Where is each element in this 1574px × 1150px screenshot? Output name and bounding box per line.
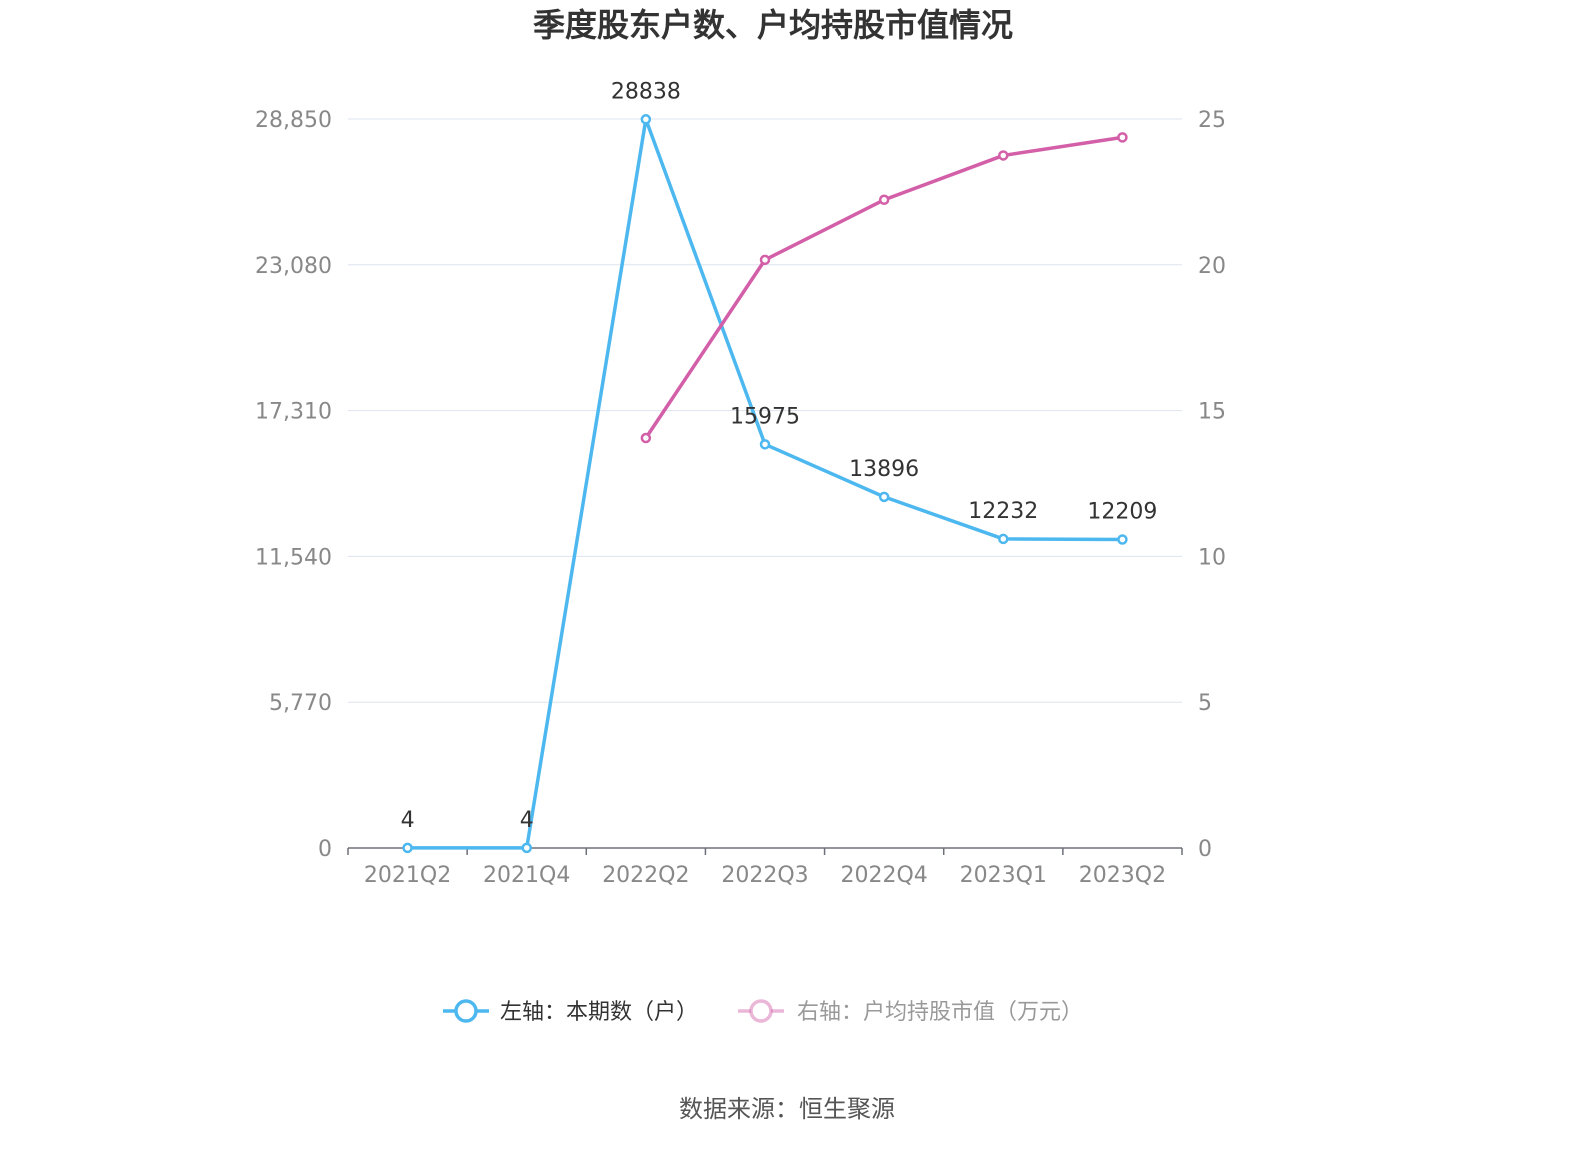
data-point-2[interactable] (1117, 132, 1128, 143)
right-tick-label: 15 (1198, 400, 1226, 425)
legend-item-2[interactable]: 右轴：户均持股市值（万元） (738, 999, 1083, 1025)
right-axis: 0 5 10 15 20 25 (1198, 108, 1226, 862)
right-tick-label: 25 (1198, 108, 1226, 133)
legend-label: 左轴：本期数（户） (500, 1000, 698, 1025)
series-line-1 (407, 117, 1123, 850)
left-axis: 0 5,770 11,540 17,310 23,080 28,850 (255, 108, 332, 862)
x-tick-label: 2021Q2 (364, 863, 451, 888)
data-label: 28838 (611, 79, 681, 104)
series-line-2 (644, 135, 1123, 439)
left-tick-label: 17,310 (255, 400, 332, 425)
legend: 左轴：本期数（户） 右轴：户均持股市值（万元） (443, 999, 1083, 1025)
data-point-2[interactable] (759, 254, 771, 266)
x-tick-label: 2022Q2 (602, 863, 689, 888)
left-tick-label: 5,770 (269, 691, 332, 716)
x-tick-label: 2021Q4 (483, 863, 570, 888)
data-label: 4 (520, 808, 534, 833)
legend-marker (749, 999, 773, 1023)
right-tick-label: 5 (1198, 691, 1212, 716)
right-tick-label: 0 (1198, 837, 1212, 862)
data-label: 4 (401, 808, 415, 833)
data-point-1[interactable] (521, 842, 532, 854)
x-tick-label: 2023Q1 (960, 863, 1047, 888)
data-label: 15975 (730, 404, 800, 429)
legend-marker (454, 999, 478, 1023)
legend-item-1[interactable]: 左轴：本期数（户） (443, 999, 698, 1025)
data-point-2[interactable] (998, 150, 1009, 161)
x-tick-label: 2022Q4 (840, 863, 927, 888)
series-layer: 4 4 28838 15975 13896 12232 12209 (401, 79, 1157, 854)
data-label: 12209 (1087, 499, 1157, 524)
left-tick-label: 28,850 (255, 108, 332, 133)
data-label: 13896 (849, 457, 919, 482)
data-source: 数据来源：恒生聚源 (679, 1095, 895, 1123)
legend-label: 右轴：户均持股市值（万元） (797, 1000, 1083, 1025)
left-tick-label: 0 (318, 837, 332, 862)
x-axis: 2021Q2 2021Q4 2022Q2 2022Q3 2022Q4 2023Q1 2023… (347, 848, 1183, 888)
data-label: 12232 (968, 499, 1038, 524)
grid (348, 118, 1182, 849)
data-point-2[interactable] (878, 194, 890, 206)
data-point-1[interactable] (759, 439, 771, 450)
data-point-1[interactable] (998, 533, 1009, 545)
left-tick-label: 11,540 (255, 545, 332, 570)
right-tick-label: 10 (1198, 545, 1226, 570)
data-point-1[interactable] (640, 114, 652, 125)
x-tick-label: 2023Q2 (1079, 863, 1166, 888)
data-point-1[interactable] (878, 491, 890, 503)
data-point-2[interactable] (640, 432, 652, 444)
data-point-1[interactable] (1117, 534, 1128, 545)
right-tick-label: 20 (1198, 254, 1226, 279)
data-point-1[interactable] (402, 842, 413, 854)
left-tick-label: 23,080 (255, 254, 332, 279)
chart-title: 季度股东户数、户均持股市值情况 (533, 6, 1013, 44)
x-tick-label: 2022Q3 (721, 863, 808, 888)
